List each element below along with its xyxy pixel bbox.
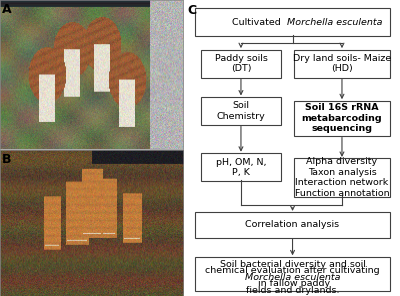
FancyBboxPatch shape [201, 153, 281, 181]
Text: Soil bacterial diversity and soil: Soil bacterial diversity and soil [220, 260, 366, 268]
Text: Cultivated: Cultivated [232, 18, 287, 27]
Text: Correlation analysis: Correlation analysis [246, 221, 340, 229]
FancyBboxPatch shape [294, 101, 390, 136]
FancyBboxPatch shape [201, 97, 281, 125]
Text: in fallow paddy: in fallow paddy [255, 279, 330, 288]
Text: fields and drylands.: fields and drylands. [246, 286, 339, 295]
Text: Morchella esculenta: Morchella esculenta [287, 18, 383, 27]
Text: Dry land soils- Maize
(HD): Dry land soils- Maize (HD) [293, 54, 391, 73]
FancyBboxPatch shape [294, 49, 390, 78]
Text: Soil 16S rRNA
metabarcoding
sequencing: Soil 16S rRNA metabarcoding sequencing [302, 104, 382, 133]
Text: C: C [187, 4, 196, 17]
FancyBboxPatch shape [195, 8, 390, 36]
Text: Soil
Chemistry: Soil Chemistry [216, 101, 265, 121]
Text: Alpha diversity
Taxon analysis
Interaction network
Function annotation: Alpha diversity Taxon analysis Interacti… [295, 157, 389, 198]
FancyBboxPatch shape [195, 257, 390, 291]
Text: B: B [2, 153, 11, 166]
Text: pH, OM, N,
P, K: pH, OM, N, P, K [216, 157, 266, 177]
FancyBboxPatch shape [201, 49, 281, 78]
Text: A: A [2, 3, 12, 16]
Text: Paddy soils
(DT): Paddy soils (DT) [214, 54, 267, 73]
FancyBboxPatch shape [195, 213, 390, 237]
Text: Morchella esculenta: Morchella esculenta [245, 273, 340, 281]
FancyBboxPatch shape [294, 158, 390, 197]
Text: chemical evaluation after cultivating: chemical evaluation after cultivating [205, 266, 380, 275]
